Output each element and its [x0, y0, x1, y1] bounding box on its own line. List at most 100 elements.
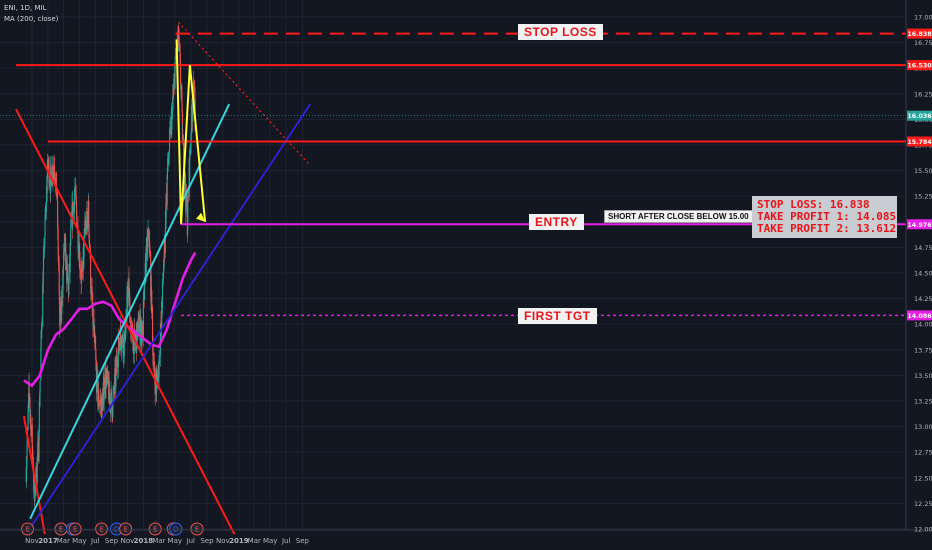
candle-body: [172, 89, 175, 97]
entry-tag: ENTRY: [529, 214, 584, 230]
candle-body: [88, 200, 90, 225]
y-tick-label: 12.500: [914, 474, 932, 482]
candle-body: [125, 334, 127, 339]
trendline-blue-uptrend: [25, 103, 312, 535]
candle-body: [109, 393, 111, 405]
candle-body: [69, 242, 71, 273]
candle-body: [88, 239, 91, 248]
candle-body: [42, 256, 45, 270]
x-axis: Nov 2017 Mar May Jul Sep Nov 2018 Mar May Jul Sep No…: [0, 529, 932, 545]
candle-body: [143, 277, 145, 300]
x-tick-label: Nov: [216, 537, 230, 545]
candle-body: [153, 361, 155, 364]
x-tick-label: Jul: [186, 537, 196, 545]
candle-body: [57, 229, 59, 255]
candle-body: [160, 323, 162, 329]
candle-body: [161, 301, 163, 329]
candle-body: [154, 373, 156, 395]
event-marker-earnings: [190, 522, 204, 536]
y-tick-label: 13.500: [914, 372, 932, 380]
candle-body: [106, 377, 108, 387]
candle-body: [68, 263, 70, 273]
candle-body: [37, 438, 39, 462]
candle-body: [82, 248, 84, 272]
candle-body: [44, 214, 46, 235]
candle-body: [147, 228, 149, 237]
candle-body: [103, 393, 105, 403]
candle-body: [174, 67, 176, 89]
candle-body: [182, 135, 184, 140]
indicator-legend[interactable]: MA (200, close): [4, 15, 59, 23]
candle-body: [120, 336, 122, 348]
candle-body: [34, 482, 36, 498]
candle-body: [74, 190, 76, 196]
candle-body: [36, 456, 38, 484]
y-tick-label: 16.250: [914, 90, 932, 98]
y-tick-label: 15.250: [914, 193, 932, 201]
candle-body: [76, 209, 78, 226]
candle-body: [136, 329, 138, 345]
x-tick-label: Sep: [296, 537, 310, 545]
candle-body: [166, 174, 168, 205]
event-marker-earnings: [68, 522, 82, 536]
candle-body: [156, 375, 158, 378]
candle-body: [164, 240, 166, 253]
projection-path: [175, 39, 207, 224]
candle-body: [50, 164, 52, 174]
candles: [25, 23, 196, 507]
candle-body: [53, 168, 56, 175]
candle-body: [142, 300, 144, 339]
candle-body: [43, 247, 45, 257]
candle-body: [48, 180, 50, 184]
y-tick-label: 12.750: [914, 449, 932, 457]
x-tick-label: 2018: [134, 537, 154, 545]
candle-body: [41, 326, 43, 331]
candle-body: [161, 283, 164, 308]
candle-body: [115, 364, 117, 387]
candle-body: [110, 389, 112, 392]
x-tick-label: 2017: [38, 537, 58, 545]
candle-body: [151, 290, 153, 308]
y-tick-label: 15.500: [914, 167, 932, 175]
symbol-info[interactable]: ENI, 1D, MIL: [4, 4, 47, 12]
price-label-bg: [907, 310, 932, 321]
entry-note: SHORT AFTER CLOSE BELOW 15.00: [604, 210, 753, 223]
candle-body: [181, 101, 183, 111]
candle-body: [40, 347, 42, 381]
candle-body: [187, 196, 189, 222]
x-tick-label: Mar: [248, 537, 261, 545]
candle-body: [123, 339, 125, 356]
candle-body: [142, 324, 144, 339]
candle-body: [169, 127, 171, 129]
candle-body: [147, 238, 149, 253]
candle-body: [153, 361, 155, 367]
candle-body: [58, 262, 60, 295]
price-label-bg: [907, 28, 932, 39]
y-tick-label: 14.000: [914, 321, 932, 329]
candle-body: [179, 63, 182, 83]
candle-body: [162, 264, 165, 279]
candle-body: [132, 337, 135, 355]
x-tick-label: Mar: [152, 537, 165, 545]
candle-body: [193, 81, 195, 86]
candle-body: [50, 167, 52, 194]
candle-body: [192, 100, 194, 122]
candle-body: [112, 387, 114, 395]
candle-body: [73, 198, 75, 213]
candle-body: [99, 399, 102, 405]
price-label-bg: [907, 136, 932, 147]
candle-body: [32, 450, 34, 464]
x-tick-label: May: [168, 537, 182, 545]
candle-body: [38, 432, 40, 462]
candle-body: [171, 111, 173, 131]
candle-body: [67, 271, 69, 281]
candle-body: [107, 371, 109, 382]
candle-body: [70, 222, 72, 230]
candle-body: [152, 307, 154, 346]
x-tick-label: May: [72, 537, 86, 545]
candle-body: [168, 154, 170, 164]
moving-average: [23, 251, 197, 388]
x-tick-label: Sep: [105, 537, 119, 545]
